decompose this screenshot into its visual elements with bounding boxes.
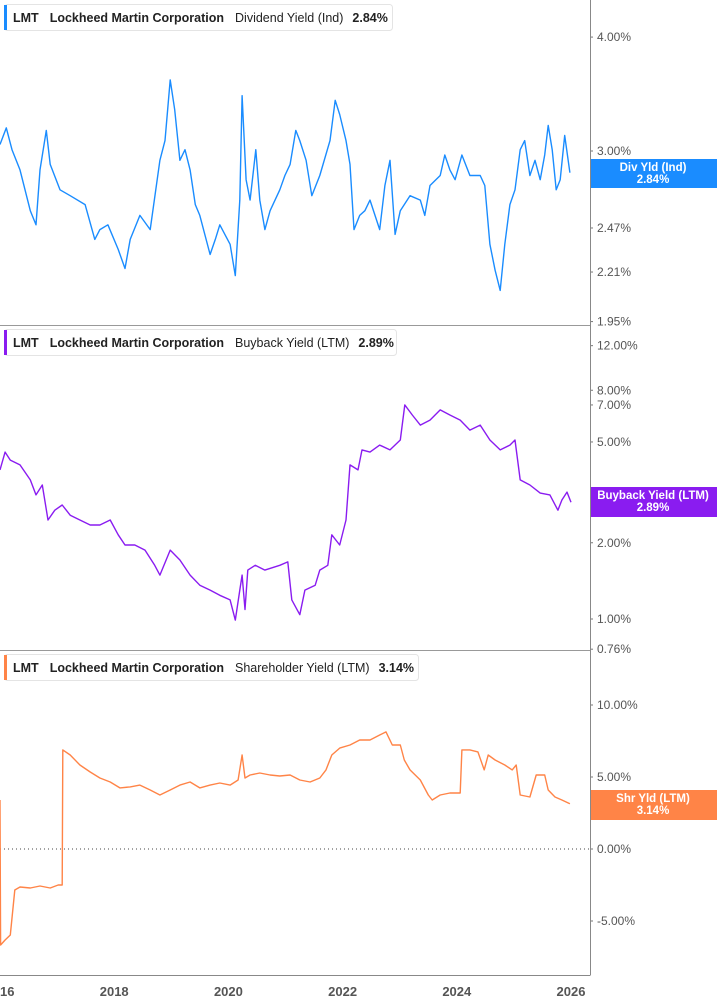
x-tick-label: 2026: [557, 984, 586, 999]
current-value-badge: [590, 487, 717, 517]
legend-ticker: LMT: [13, 661, 39, 675]
current-value-badge: [590, 790, 717, 820]
legend-ticker: LMT: [13, 336, 39, 350]
current-value-badge-label: Div Yld (Ind): [620, 162, 687, 174]
y-tick-label: 2.00%: [597, 536, 631, 550]
legend-metric: Buyback Yield (LTM): [235, 336, 349, 350]
y-tick-label: 10.00%: [597, 698, 638, 712]
current-value-badge-value: 2.89%: [637, 502, 670, 514]
x-tick-label: 2020: [214, 984, 243, 999]
legend: LMT Lockheed Martin Corporation Dividend Y…: [4, 4, 393, 31]
y-tick-label: 8.00%: [597, 383, 631, 397]
series-line: [0, 404, 572, 621]
current-value-badge-value: 2.84%: [637, 174, 670, 186]
panel-3: 10.00%5.00%0.00%-5.00%Shr Yld (LTM)3.14%…: [0, 650, 717, 946]
current-value-badge-value: 3.14%: [637, 805, 670, 817]
legend-text: LMT Lockheed Martin Corporation Shareholde…: [13, 661, 414, 675]
series-line: [0, 79, 571, 292]
current-value-badge: [590, 159, 717, 188]
y-tick-label: 1.00%: [597, 612, 631, 626]
y-tick-label: 3.00%: [597, 144, 631, 158]
legend-text: LMT Lockheed Martin Corporation Dividend Y…: [13, 11, 388, 25]
legend-value: 2.89%: [358, 336, 393, 350]
y-tick-label: 7.00%: [597, 398, 631, 412]
x-tick-label: 2024: [442, 984, 472, 999]
series-line: [0, 731, 571, 946]
legend-text: LMT Lockheed Martin Corporation Buyback Yi…: [13, 336, 394, 350]
legend-company: Lockheed Martin Corporation: [50, 336, 224, 350]
legend-metric: Dividend Yield (Ind): [235, 11, 343, 25]
y-tick-label: 12.00%: [597, 339, 638, 353]
panel-2: 12.00% 8.00%7.00% 5.00% 2.00% 1.00% 0.76% Buyb…: [0, 325, 717, 656]
y-tick-label: 4.00%: [597, 30, 631, 44]
legend-color-bar: [4, 5, 7, 30]
y-tick-label: 2.21%: [597, 265, 631, 279]
legend-value: 3.14%: [379, 661, 414, 675]
legend-value: 2.84%: [352, 11, 387, 25]
legend-metric: Shareholder Yield (LTM): [235, 661, 370, 675]
panel-1: 4.00%3.00%2.47%2.21%1.95%Div Yld (Ind)2.…: [0, 4, 717, 329]
legend-color-bar: [4, 330, 7, 355]
y-tick-label: 0.00%: [597, 842, 631, 856]
y-tick-label: 0.76%: [597, 642, 631, 656]
y-tick-label: 1.95%: [597, 315, 631, 329]
y-tick-label: 5.00%: [597, 770, 631, 784]
y-tick-label: 5.00%: [597, 435, 631, 449]
legend-ticker: LMT: [13, 11, 39, 25]
current-value-badge-label: Buyback Yield (LTM): [597, 490, 709, 502]
legend-color-bar: [4, 655, 7, 680]
y-tick-label: -5.00%: [597, 914, 635, 928]
legend: LMT Lockheed Martin Corporation Buyback Yi…: [4, 329, 397, 356]
legend-company: Lockheed Martin Corporation: [50, 11, 224, 25]
y-tick-label: 2.47%: [597, 221, 631, 235]
x-tick-label: 2022: [328, 984, 357, 999]
legend: LMT Lockheed Martin Corporation Shareholde…: [4, 654, 419, 681]
x-tick-label: 2016: [0, 984, 14, 999]
x-tick-label: 2018: [100, 984, 129, 999]
legend-company: Lockheed Martin Corporation: [50, 661, 224, 675]
current-value-badge-label: Shr Yld (LTM): [616, 793, 690, 805]
